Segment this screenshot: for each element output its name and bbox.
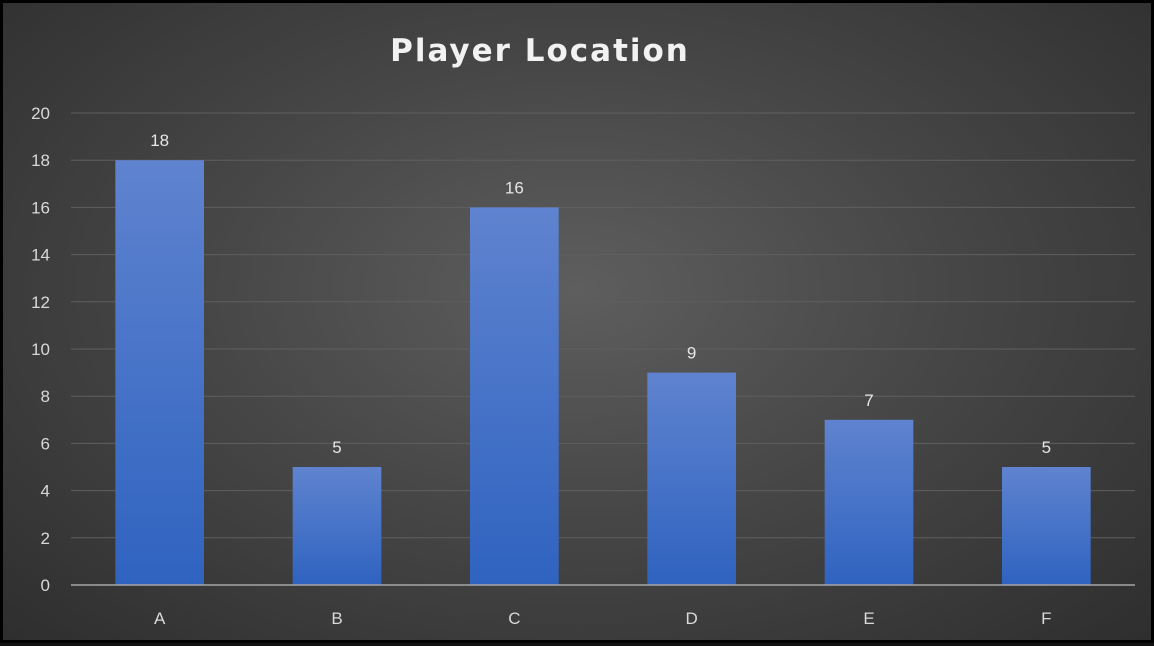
y-tick-label: 6	[41, 434, 50, 453]
data-label: 16	[505, 178, 524, 197]
x-category-label: D	[686, 609, 698, 628]
bar-c	[470, 207, 559, 585]
y-tick-label: 18	[31, 151, 50, 170]
bar-d	[647, 372, 736, 585]
data-label: 5	[332, 438, 341, 457]
chart-title: Player Location	[390, 33, 690, 69]
y-tick-label: 10	[31, 340, 50, 359]
y-tick-label: 12	[31, 293, 50, 312]
y-tick-label: 20	[31, 104, 50, 123]
y-tick-label: 2	[41, 529, 50, 548]
bar-b	[292, 467, 382, 585]
data-label: 5	[1042, 438, 1051, 457]
y-tick-label: 4	[41, 482, 50, 501]
data-label: 9	[687, 344, 696, 363]
y-tick-label: 8	[41, 387, 50, 406]
data-label: 18	[150, 131, 169, 150]
y-tick-label: 0	[41, 576, 50, 595]
x-category-label: A	[154, 609, 166, 628]
x-category-label: E	[863, 609, 874, 628]
bar-a	[115, 160, 204, 585]
labels: 0 2 4 6 8 10 12 14 16 18 20 18 A 5 B 16 C 9 D 7 E 5 F	[31, 104, 1051, 628]
data-label: 7	[864, 391, 873, 410]
bar-f	[1002, 467, 1091, 585]
x-category-label: C	[508, 609, 520, 628]
y-tick-label: 14	[31, 246, 50, 265]
y-tick-label: 16	[31, 198, 50, 217]
bar-series	[115, 160, 1091, 585]
plot-area: 0 2 4 6 8 10 12 14 16 18 20 18 A 5 B 16 C 9 D 7 E 5 F	[31, 104, 1135, 628]
x-category-label: F	[1041, 609, 1051, 628]
gridlines	[71, 112, 1135, 539]
x-category-label: B	[331, 609, 342, 628]
bar-e	[824, 419, 914, 585]
